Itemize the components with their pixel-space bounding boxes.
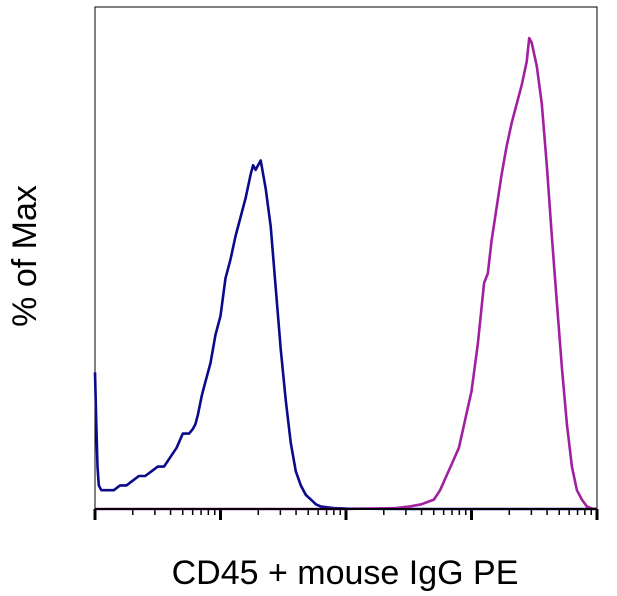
series-layer: [93, 36, 598, 511]
series-line-2: [95, 36, 598, 511]
series-line-1: [93, 159, 597, 511]
x-axis-ticks: [93, 509, 599, 520]
x-axis-label: CD45 + mouse IgG PE: [172, 554, 519, 592]
y-axis-label: % of Max: [6, 185, 44, 327]
